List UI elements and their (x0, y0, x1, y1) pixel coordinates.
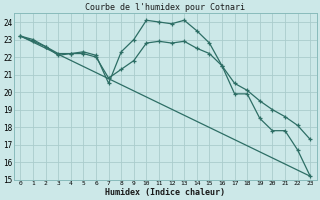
X-axis label: Humidex (Indice chaleur): Humidex (Indice chaleur) (105, 188, 225, 197)
Title: Courbe de l'humidex pour Cotnari: Courbe de l'humidex pour Cotnari (85, 3, 245, 12)
